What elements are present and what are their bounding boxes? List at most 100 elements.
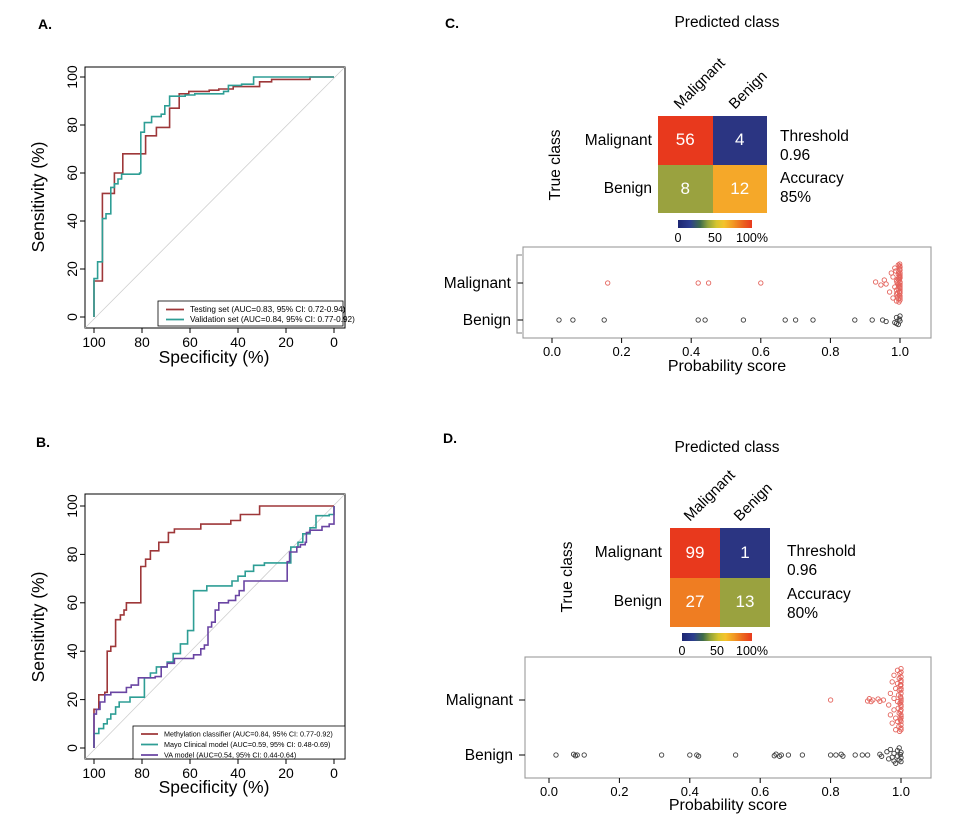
data-point [898,702,904,708]
accuracy-value: 80% [787,605,819,622]
x-tick-label: 0.0 [543,344,561,359]
x-tick-label: 80 [134,334,150,350]
data-point [897,272,903,278]
data-point [898,677,904,683]
y-tick-label: 80 [64,117,80,133]
data-point [892,265,898,271]
data-point [898,725,904,731]
colorbar-tick-50-c: 50 [708,231,722,245]
threshold-value: 0.96 [787,562,818,579]
data-point [574,752,580,758]
accuracy-info-d: Accuracy 80% [787,585,851,623]
data-point [785,752,792,758]
predicted-class-title-d: Predicted class [674,439,780,456]
data-point [898,758,904,765]
data-point [887,690,894,697]
data-point [695,280,701,286]
data-point [870,697,876,703]
data-point [898,697,904,703]
column-label-malignant-c: Malignant [670,54,729,113]
data-point [859,752,865,758]
x-axis-title: Specificity (%) [159,777,270,797]
y-axis-title: Sensitivity (%) [28,142,48,253]
data-point [893,760,899,766]
matrix-cell-fp: 8 [658,164,713,213]
row-label-benign-d: Benign [613,593,662,610]
y-tick-label: 60 [64,165,80,181]
data-point [889,679,895,685]
data-point [887,746,894,753]
legend-label: Validation set (AUC=0.84, 95% CI: 0.77-0… [190,315,355,324]
threshold-info-c: Threshold 0.96 [780,127,849,165]
x-tick-label: 0.4 [682,344,700,359]
strip-plot-d: 0.0 0.2 0.4 0.6 0.8 1.0 Probability score Malig… [446,656,932,814]
data-point [898,690,904,697]
data-point [898,715,904,721]
plot-box [524,656,932,779]
legend-label: VA model (AUC=0.54, 95% CI: 0.44-0.64) [164,751,296,760]
data-point [883,281,889,287]
data-point [782,317,788,323]
data-point [778,752,784,758]
x-tick-label: 0 [330,765,338,781]
row-label-benign-c: Benign [603,180,652,197]
data-point [897,751,903,758]
data-point [891,672,897,678]
panel-d-label: D. [443,430,457,446]
data-point [897,280,903,286]
data-point [896,275,902,281]
data-point [898,755,904,761]
data-point [556,317,562,323]
threshold-info-d: Threshold 0.96 [787,542,856,580]
data-point [740,317,747,323]
threshold-label: Threshold [787,543,856,560]
x-tick-label: 0.6 [751,784,769,799]
data-point [553,752,559,758]
row-label-malignant-d: Malignant [594,544,662,561]
data-point [898,713,904,720]
data-point [897,274,903,280]
data-point [687,752,693,758]
data-point [732,752,739,758]
x-tick-label: 60 [182,334,198,350]
confusion-matrix-c: 56 4 8 12 [658,116,767,213]
data-point [897,313,903,319]
data-point [891,695,897,702]
x-tick-label: 1.0 [892,784,910,799]
x-tick-label: 100 [82,334,106,350]
data-point [891,750,897,757]
data-point [898,712,904,718]
legend-box [157,300,344,327]
x-tick-label: 20 [278,765,294,781]
data-point [601,317,607,323]
data-point [758,280,764,286]
data-point [827,697,834,703]
data-point [883,318,889,325]
x-tick-label: 40 [230,334,246,350]
matrix-cell-fn: 4 [712,116,767,165]
y-axis-title: Sensitivity (%) [28,572,48,683]
panel-b-label: B. [36,434,50,450]
data-point [878,282,884,288]
data-point [877,698,883,704]
x-tick-label: 0.6 [752,344,770,359]
data-point [898,695,904,702]
x-tick-label: 0.4 [681,784,699,799]
x-tick-label: 80 [134,765,150,781]
column-label-benign-c: Benign [725,67,771,113]
threshold-value: 0.96 [780,147,811,164]
data-point [887,712,894,718]
roc-curve-1 [93,505,334,748]
x-tick-label: 0.0 [540,784,558,799]
threshold-label: Threshold [780,128,849,145]
category-label: Benign [463,312,511,329]
panel-a-label: A. [38,16,52,32]
roc-chart-a: 100 80 60 40 20 0 0 20 40 60 80 100 Specificity (%) S… [28,65,355,367]
data-point [898,674,904,680]
data-point [878,753,885,759]
matrix-cell-tp: 99 [670,528,720,578]
column-label-malignant-d: Malignant [680,466,739,525]
data-point [893,320,900,327]
roc-curve-1 [93,76,334,317]
